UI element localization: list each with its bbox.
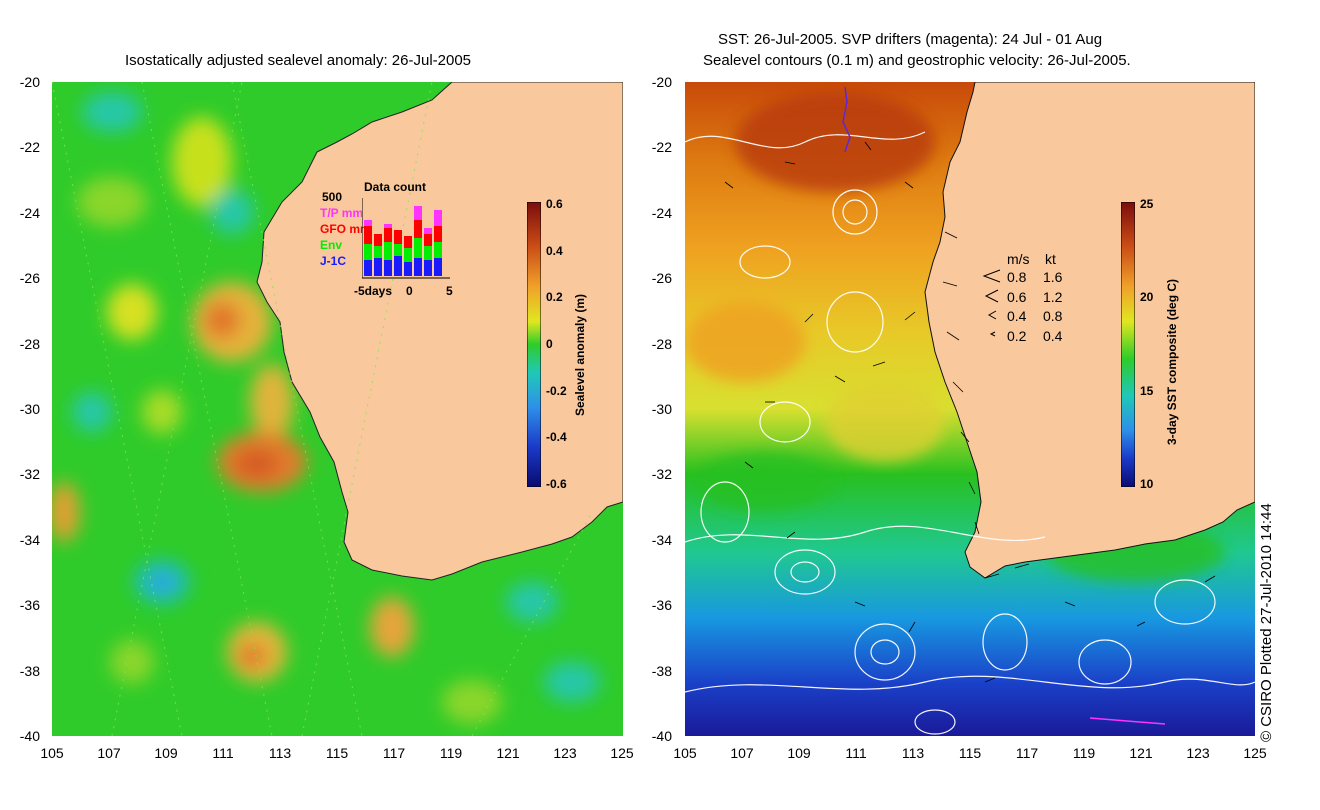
- left-y-tick: -26: [19, 270, 40, 286]
- right-x-tick: 113: [901, 745, 925, 761]
- right-y-tick: -38: [651, 663, 672, 679]
- sealevel-cbar-tick: 0.6: [546, 197, 563, 211]
- data-count-x-end: 5: [446, 284, 453, 298]
- left-x-tick: 107: [97, 745, 121, 761]
- left-y-tick: -30: [19, 401, 40, 417]
- left-x-tick: 113: [268, 745, 292, 761]
- legend-gfo: GFO mm: [320, 222, 371, 236]
- right-y-tick: -36: [651, 597, 672, 613]
- left-x-tick: 111: [212, 745, 234, 761]
- data-count-bars: [362, 198, 450, 279]
- right-x-tick: 111: [845, 745, 867, 761]
- sst-cbar-tick: 20: [1140, 290, 1154, 304]
- left-panel-title: Isostatically adjusted sealevel anomaly:…: [125, 52, 472, 69]
- sealevel-cbar-tick: 0.2: [546, 290, 563, 304]
- left-y-tick: -22: [19, 139, 40, 155]
- velocity-legend-header-ms: m/s: [1007, 251, 1030, 267]
- data-count-x-zero: 0: [406, 284, 413, 298]
- velocity-row-ms: 0.2: [1007, 328, 1027, 344]
- right-y-tick: -20: [651, 74, 672, 90]
- sealevel-cbar-tick: 0.4: [546, 244, 563, 258]
- left-x-tick: 115: [325, 745, 349, 761]
- left-y-tick: -38: [19, 663, 40, 679]
- left-x-tick: 105: [40, 745, 64, 761]
- right-y-tick: -26: [651, 270, 672, 286]
- credit-text: © CSIRO Plotted 27-Jul-2010 14:44: [1258, 503, 1275, 742]
- sealevel-cbar-tick: -0.6: [546, 477, 567, 491]
- data-count-x-start: -5days: [354, 284, 393, 298]
- velocity-row-ms: 0.8: [1007, 269, 1027, 285]
- legend-env: Env: [320, 238, 343, 252]
- legend-tp: T/P mm: [320, 206, 364, 220]
- left-y-tick: -20: [19, 74, 40, 90]
- velocity-row-kt: 1.2: [1043, 289, 1063, 305]
- sealevel-colorbar: [527, 202, 541, 487]
- right-x-tick: 121: [1129, 745, 1153, 761]
- right-x-tick: 119: [1072, 745, 1096, 761]
- velocity-row-kt: 1.6: [1043, 269, 1063, 285]
- sealevel-cbar-label: Sealevel anomaly (m): [573, 293, 587, 416]
- right-y-tick: -24: [651, 205, 672, 221]
- sealevel-cbar-tick: -0.4: [546, 430, 567, 444]
- sst-cbar-tick: 25: [1140, 197, 1154, 211]
- sst-colorbar: [1121, 202, 1135, 487]
- data-count-max: 500: [322, 190, 343, 204]
- sst-cbar-tick: 10: [1140, 477, 1154, 491]
- legend-j1c: J-1C: [320, 254, 347, 268]
- velocity-legend-header-kt: kt: [1045, 251, 1056, 267]
- left-x-tick: 117: [382, 745, 406, 761]
- right-x-tick: 115: [958, 745, 982, 761]
- right-x-tick: 125: [1243, 745, 1267, 761]
- right-y-tick: -28: [651, 336, 672, 352]
- right-panel-title-line1: SST: 26-Jul-2005. SVP drifters (magenta)…: [718, 31, 1103, 48]
- right-x-tick: 117: [1015, 745, 1039, 761]
- right-x-tick: 109: [787, 745, 811, 761]
- left-x-tick: 119: [439, 745, 463, 761]
- right-x-tick: 107: [730, 745, 754, 761]
- sealevel-cbar-tick: 0: [546, 337, 553, 351]
- left-x-tick: 123: [553, 745, 577, 761]
- velocity-arrow-legend: [982, 269, 1001, 337]
- right-y-tick: -22: [651, 139, 672, 155]
- left-y-tick: -32: [19, 466, 40, 482]
- right-y-tick: -32: [651, 466, 672, 482]
- right-x-tick: 105: [673, 745, 697, 761]
- velocity-row-ms: 0.4: [1007, 308, 1027, 324]
- left-y-tick: -28: [19, 336, 40, 352]
- sst-map[interactable]: [685, 82, 1255, 736]
- sst-cbar-label: 3-day SST composite (deg C): [1165, 278, 1179, 445]
- right-y-tick: -40: [651, 728, 672, 744]
- right-y-tick: -30: [651, 401, 672, 417]
- left-x-tick: 121: [496, 745, 520, 761]
- right-panel-title-line2: Sealevel contours (0.1 m) and geostrophi…: [703, 52, 1131, 69]
- velocity-row-kt: 0.4: [1043, 328, 1063, 344]
- right-y-tick: -34: [651, 532, 672, 548]
- data-count-title: Data count: [364, 180, 427, 194]
- velocity-row-ms: 0.6: [1007, 289, 1027, 305]
- left-x-tick: 109: [154, 745, 178, 761]
- left-y-tick: -24: [19, 205, 40, 221]
- left-x-tick: 125: [610, 745, 634, 761]
- left-y-tick: -40: [19, 728, 40, 744]
- sealevel-cbar-tick: -0.2: [546, 384, 567, 398]
- left-y-tick: -34: [19, 532, 40, 548]
- velocity-row-kt: 0.8: [1043, 308, 1063, 324]
- right-x-tick: 123: [1186, 745, 1210, 761]
- sst-cbar-tick: 15: [1140, 384, 1154, 398]
- left-y-tick: -36: [19, 597, 40, 613]
